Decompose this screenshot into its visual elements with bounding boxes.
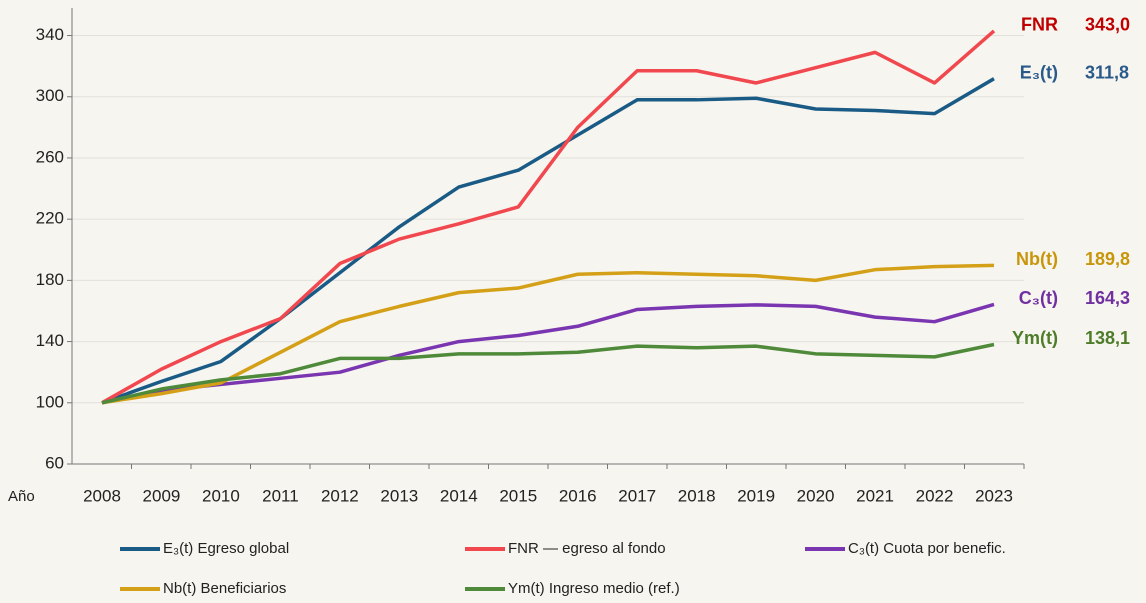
- y-tick-label: 340: [36, 25, 64, 44]
- x-tick-label: 2014: [440, 486, 478, 505]
- end-label-value: 138,1: [1085, 328, 1130, 348]
- x-tick-label: 2020: [797, 486, 835, 505]
- x-axis-label: Año: [8, 488, 35, 505]
- end-label-value: 189,8: [1085, 249, 1130, 269]
- legend-label: Ym(t) Ingreso medio (ref.): [508, 580, 680, 597]
- x-tick-label: 2023: [975, 486, 1013, 505]
- y-tick-label: 260: [36, 147, 64, 166]
- series-line: [101, 77, 995, 405]
- end-label-name: E₃(t): [1020, 62, 1058, 82]
- y-tick-label: 140: [36, 331, 64, 350]
- y-tick-label: 300: [36, 86, 64, 105]
- x-tick-label: 2011: [262, 486, 299, 505]
- end-label-name: Ym(t): [1012, 328, 1058, 348]
- x-tick-label: 2008: [83, 486, 121, 505]
- legend-label: C₃(t) Cuota por benefic.: [848, 540, 1006, 557]
- series-line: [101, 342, 995, 405]
- end-label-value: 164,3: [1085, 288, 1130, 308]
- legend-label: E₃(t) Egreso global: [163, 540, 289, 557]
- y-tick-label: 100: [36, 392, 64, 411]
- x-tick-label: 2016: [559, 486, 597, 505]
- end-label-value: 343,0: [1085, 15, 1130, 35]
- series-line: [101, 263, 995, 405]
- x-tick-label: 2015: [499, 486, 537, 505]
- end-label-value: 311,8: [1085, 62, 1129, 82]
- x-tick-label: 2010: [202, 486, 240, 505]
- series-line: [101, 29, 996, 405]
- y-tick-label: 220: [36, 209, 64, 228]
- legend-label: Nb(t) Beneficiarios: [163, 580, 286, 597]
- y-tick-label: 60: [45, 453, 64, 472]
- end-label-name: FNR: [1021, 15, 1058, 35]
- x-tick-label: 2013: [380, 486, 418, 505]
- x-tick-label: 2018: [678, 486, 716, 505]
- end-label-name: C₃(t): [1019, 288, 1058, 308]
- y-tick-label: 180: [36, 270, 64, 289]
- x-tick-label: 2019: [737, 486, 775, 505]
- x-tick-label: 2012: [321, 486, 359, 505]
- end-label-name: Nb(t): [1016, 249, 1058, 269]
- series-line: [101, 302, 995, 405]
- x-tick-label: 2021: [856, 486, 894, 505]
- x-tick-label: 2017: [618, 486, 656, 505]
- x-tick-label: 2009: [143, 486, 181, 505]
- x-tick-label: 2022: [916, 486, 954, 505]
- legend-label: FNR — egreso al fondo: [508, 540, 666, 557]
